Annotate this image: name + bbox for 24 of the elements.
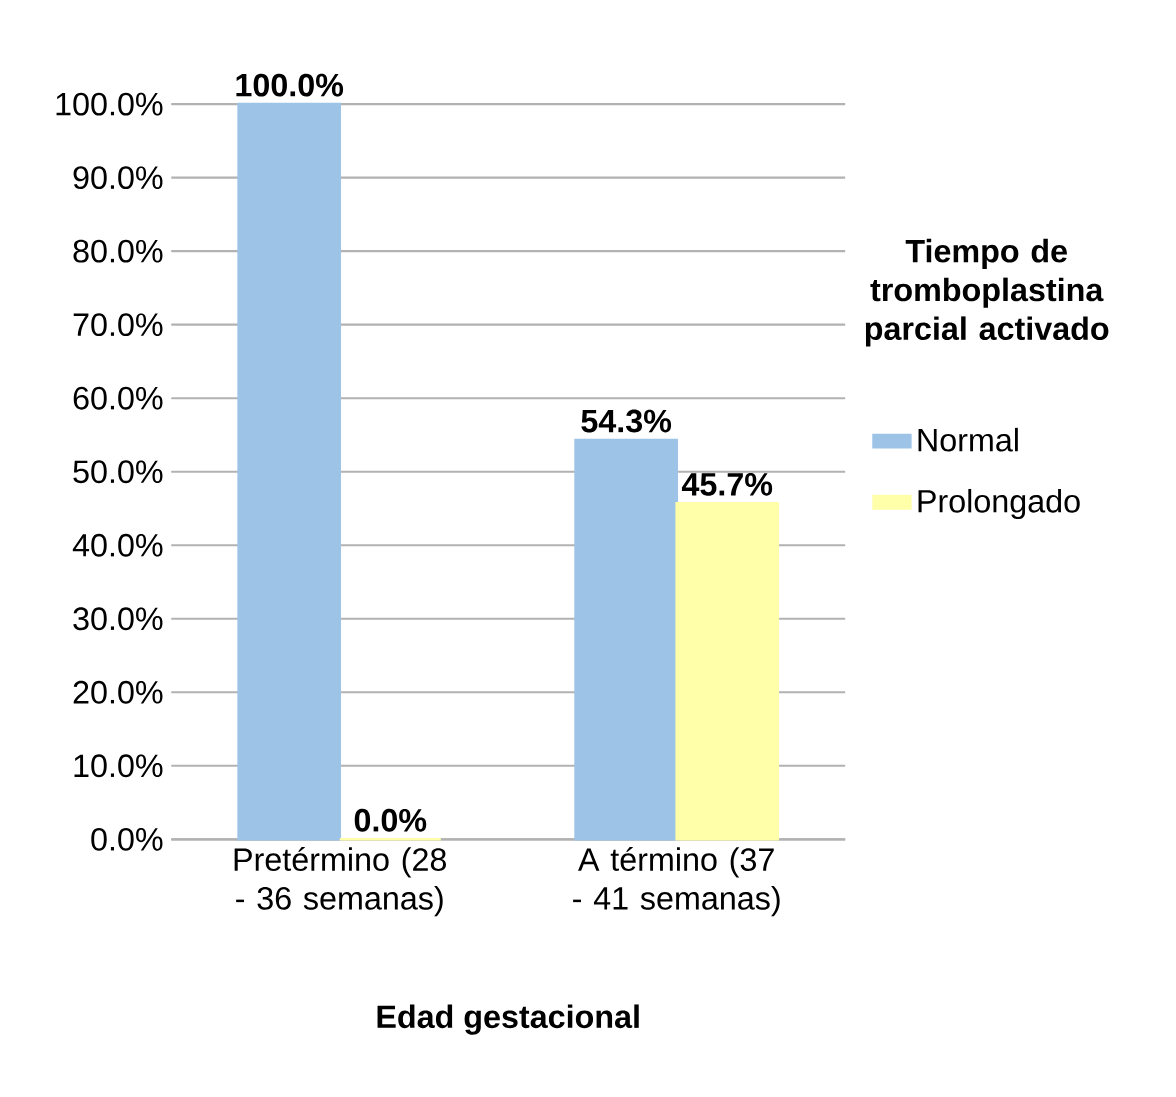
x-axis-title: Edad gestacional — [377, 1004, 639, 1035]
y-tick-label: 0.0% — [91, 828, 163, 851]
data-label: 100.0% — [236, 73, 344, 97]
y-tick-label: 100.0% — [56, 92, 163, 116]
bar — [237, 103, 342, 841]
legend-label: Normal — [918, 428, 1018, 452]
legend-label: Prolongado — [918, 489, 1080, 520]
y-tick-label: 50.0% — [73, 460, 163, 484]
x-tick-label: Pretérmino (28 - 36 semanas) — [234, 847, 446, 917]
legend-title: Tiempo de tromboplastina parcial activado — [865, 239, 1109, 347]
y-tick-label: 90.0% — [73, 166, 163, 190]
y-tick-label: 70.0% — [73, 313, 163, 337]
y-tick-label: 10.0% — [74, 754, 163, 778]
y-tick-label: 40.0% — [72, 533, 163, 557]
y-tick-label: 20.0% — [73, 681, 163, 704]
bar — [675, 502, 780, 841]
data-label: 0.0% — [354, 809, 427, 832]
y-tick-label: 30.0% — [73, 607, 163, 631]
data-label: 54.3% — [581, 409, 672, 433]
data-label: 45.7% — [681, 473, 773, 496]
y-tick-label: 80.0% — [73, 239, 163, 263]
bar — [574, 439, 678, 841]
y-tick-label: 60.0% — [73, 386, 163, 410]
x-tick-label: A término (37 - 41 semanas) — [573, 847, 780, 917]
